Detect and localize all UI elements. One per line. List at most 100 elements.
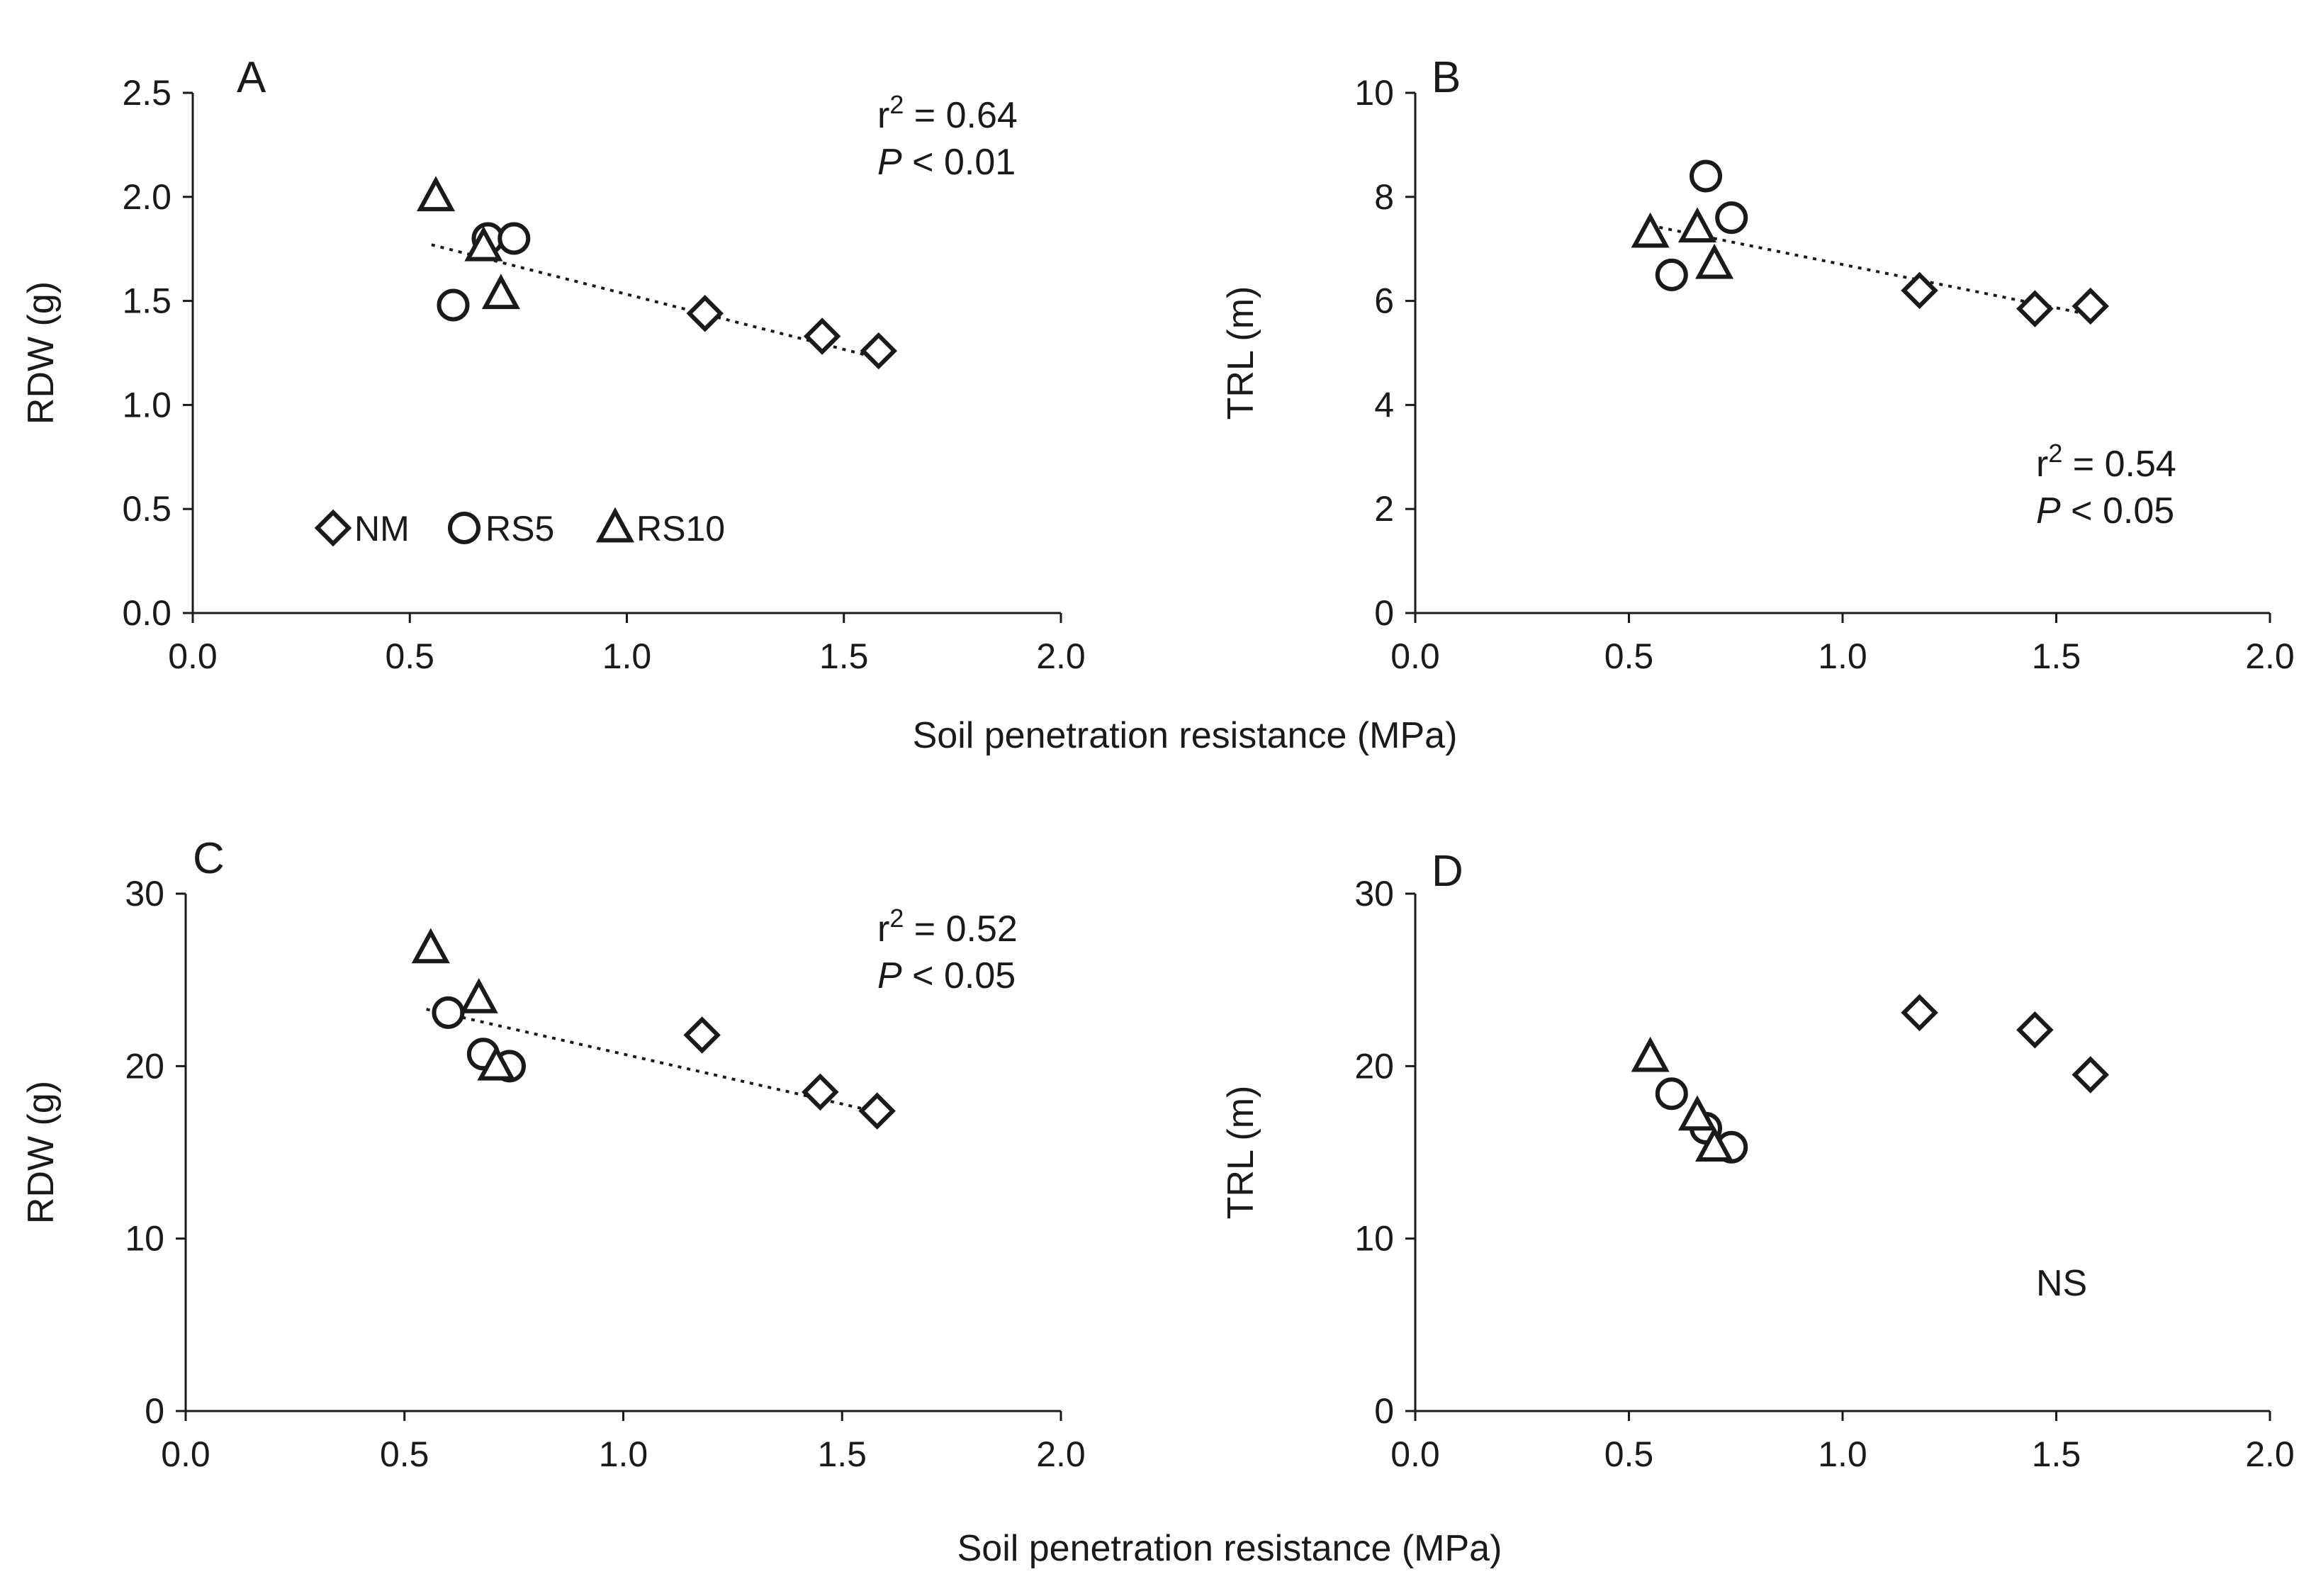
rs5-circle-point — [1655, 1077, 1688, 1111]
p-value-annotation: P < 0.05 — [2036, 490, 2174, 532]
x-tick-label: 1.0 — [599, 1434, 648, 1474]
p-symbol: P — [2036, 490, 2061, 532]
r-squared-value: = 0.52 — [904, 909, 1017, 950]
y-tick-label: 0 — [145, 1391, 164, 1431]
rs10-triangle-point — [1695, 1126, 1734, 1162]
x-tick-label: 0.5 — [380, 1434, 429, 1474]
nm-diamond-point — [802, 1073, 839, 1111]
series-rs10 — [1631, 207, 1734, 279]
x-tick-label: 1.5 — [819, 636, 869, 676]
x-tick-label: 2.0 — [1036, 1434, 1086, 1474]
rs5-circle-point — [1655, 258, 1688, 291]
r-squared-exponent: 2 — [889, 90, 904, 119]
r-squared-annotation: r2 = 0.54 — [2036, 439, 2176, 485]
nm-diamond-point — [2072, 287, 2109, 325]
r-squared-value: = 0.54 — [2062, 444, 2176, 485]
y-tick-label: 1.5 — [122, 281, 172, 321]
panel-a: 0.0 0.5 1.0 1.5 2.0 0.0 0.5 1.0 1.5 2.0 2.5 RDW (g)… — [21, 53, 1086, 676]
x-tick-label: 1.0 — [1818, 636, 1867, 676]
rs5-circle-point — [432, 996, 465, 1029]
rs5-circle-point — [437, 288, 470, 322]
panel-d: 0.0 0.5 1.0 1.5 2.0 0 10 20 30 TRL (m) D NS — [1220, 847, 2295, 1474]
panel-letter: C — [193, 834, 225, 883]
y-axis-title: RDW (g) — [21, 281, 62, 425]
r-squared-letter: r — [877, 95, 889, 136]
y-tick-label: 0.0 — [122, 593, 172, 633]
y-axis-title: TRL (m) — [1220, 286, 1261, 420]
p-value-annotation: P < 0.05 — [877, 955, 1016, 996]
x-tick-label: 1.5 — [2032, 636, 2081, 676]
y-tick-label: 20 — [125, 1046, 164, 1086]
r-squared-annotation: r2 = 0.52 — [877, 904, 1018, 950]
r-squared-letter: r — [877, 909, 889, 950]
nm-diamond-point — [2072, 1056, 2109, 1094]
rs10-triangle-point — [1677, 1095, 1717, 1131]
x-tick-label: 0.5 — [1604, 1434, 1654, 1474]
legend-triangle-icon — [595, 507, 635, 543]
x-tick-label: 0.5 — [1604, 636, 1654, 676]
rs10-triangle-point — [477, 1045, 516, 1081]
panel-letter: D — [1432, 847, 1463, 896]
series-nm — [1901, 271, 2109, 327]
y-tick-label: 0.5 — [122, 489, 172, 529]
r-squared-annotation: r2 = 0.64 — [877, 90, 1018, 136]
r-squared-letter: r — [2036, 444, 2048, 485]
p-symbol: P — [877, 142, 902, 183]
trend-line — [426, 1008, 873, 1113]
nm-diamond-point — [803, 317, 841, 355]
y-tick-label: 30 — [1354, 874, 1394, 914]
legend-circle-icon — [448, 512, 480, 544]
x-tick-label: 2.0 — [1036, 636, 1086, 676]
x-tick-label: 2.0 — [2245, 636, 2295, 676]
y-tick-label: 6 — [1374, 281, 1394, 321]
legend-diamond-icon — [314, 509, 352, 547]
rs5-circle-point — [498, 222, 531, 255]
nm-diamond-point — [686, 294, 724, 332]
p-symbol: P — [877, 955, 902, 996]
x-tick-label: 0.0 — [161, 1434, 210, 1474]
ns-annotation: NS — [2036, 1263, 2087, 1304]
series-rs10 — [1631, 1036, 1734, 1162]
panel-letter: B — [1432, 53, 1461, 102]
y-tick-label: 2.0 — [122, 177, 172, 217]
y-tick-label: 30 — [125, 874, 164, 914]
x-axis-title-bottom: Soil penetration resistance (MPa) — [957, 1528, 1502, 1569]
nm-diamond-point — [2016, 290, 2054, 327]
p-value-text: < 0.01 — [902, 142, 1016, 183]
series-rs5 — [437, 222, 531, 322]
rs5-circle-point — [1715, 201, 1748, 235]
nm-diamond-point — [860, 332, 897, 370]
rs10-triangle-point — [1631, 212, 1670, 248]
legend-label-rs10: RS10 — [636, 509, 725, 549]
nm-diamond-point — [1901, 994, 1938, 1032]
x-tick-label: 1.5 — [2032, 1434, 2081, 1474]
x-tick-label: 1.0 — [1818, 1434, 1867, 1474]
y-tick-label: 2.5 — [122, 73, 172, 113]
y-tick-label: 10 — [1354, 73, 1394, 113]
x-tick-label: 0.0 — [168, 636, 218, 676]
legend-label-nm: NM — [354, 509, 410, 549]
y-tick-label: 1.0 — [122, 385, 172, 425]
r-squared-exponent: 2 — [889, 904, 904, 933]
y-tick-label: 20 — [1354, 1046, 1394, 1086]
rs10-triangle-point — [459, 978, 498, 1013]
series-nm — [683, 1016, 896, 1130]
series-nm — [1901, 994, 2109, 1094]
rs10-triangle-point — [1631, 1036, 1670, 1072]
p-value-text: < 0.05 — [902, 955, 1016, 996]
rs10-triangle-point — [1677, 207, 1717, 243]
rs5-circle-point — [1690, 159, 1723, 193]
rs10-triangle-point — [1695, 243, 1734, 279]
nm-diamond-point — [2016, 1011, 2054, 1049]
nm-diamond-point — [683, 1016, 721, 1054]
legend-label-rs5: RS5 — [485, 509, 554, 549]
r-squared-value: = 0.64 — [904, 95, 1017, 136]
p-value-annotation: P < 0.01 — [877, 142, 1016, 183]
nm-diamond-point — [858, 1092, 896, 1130]
x-axis-title-top: Soil penetration resistance (MPa) — [913, 715, 1458, 756]
x-tick-label: 0.0 — [1390, 636, 1440, 676]
y-tick-label: 8 — [1374, 177, 1394, 217]
